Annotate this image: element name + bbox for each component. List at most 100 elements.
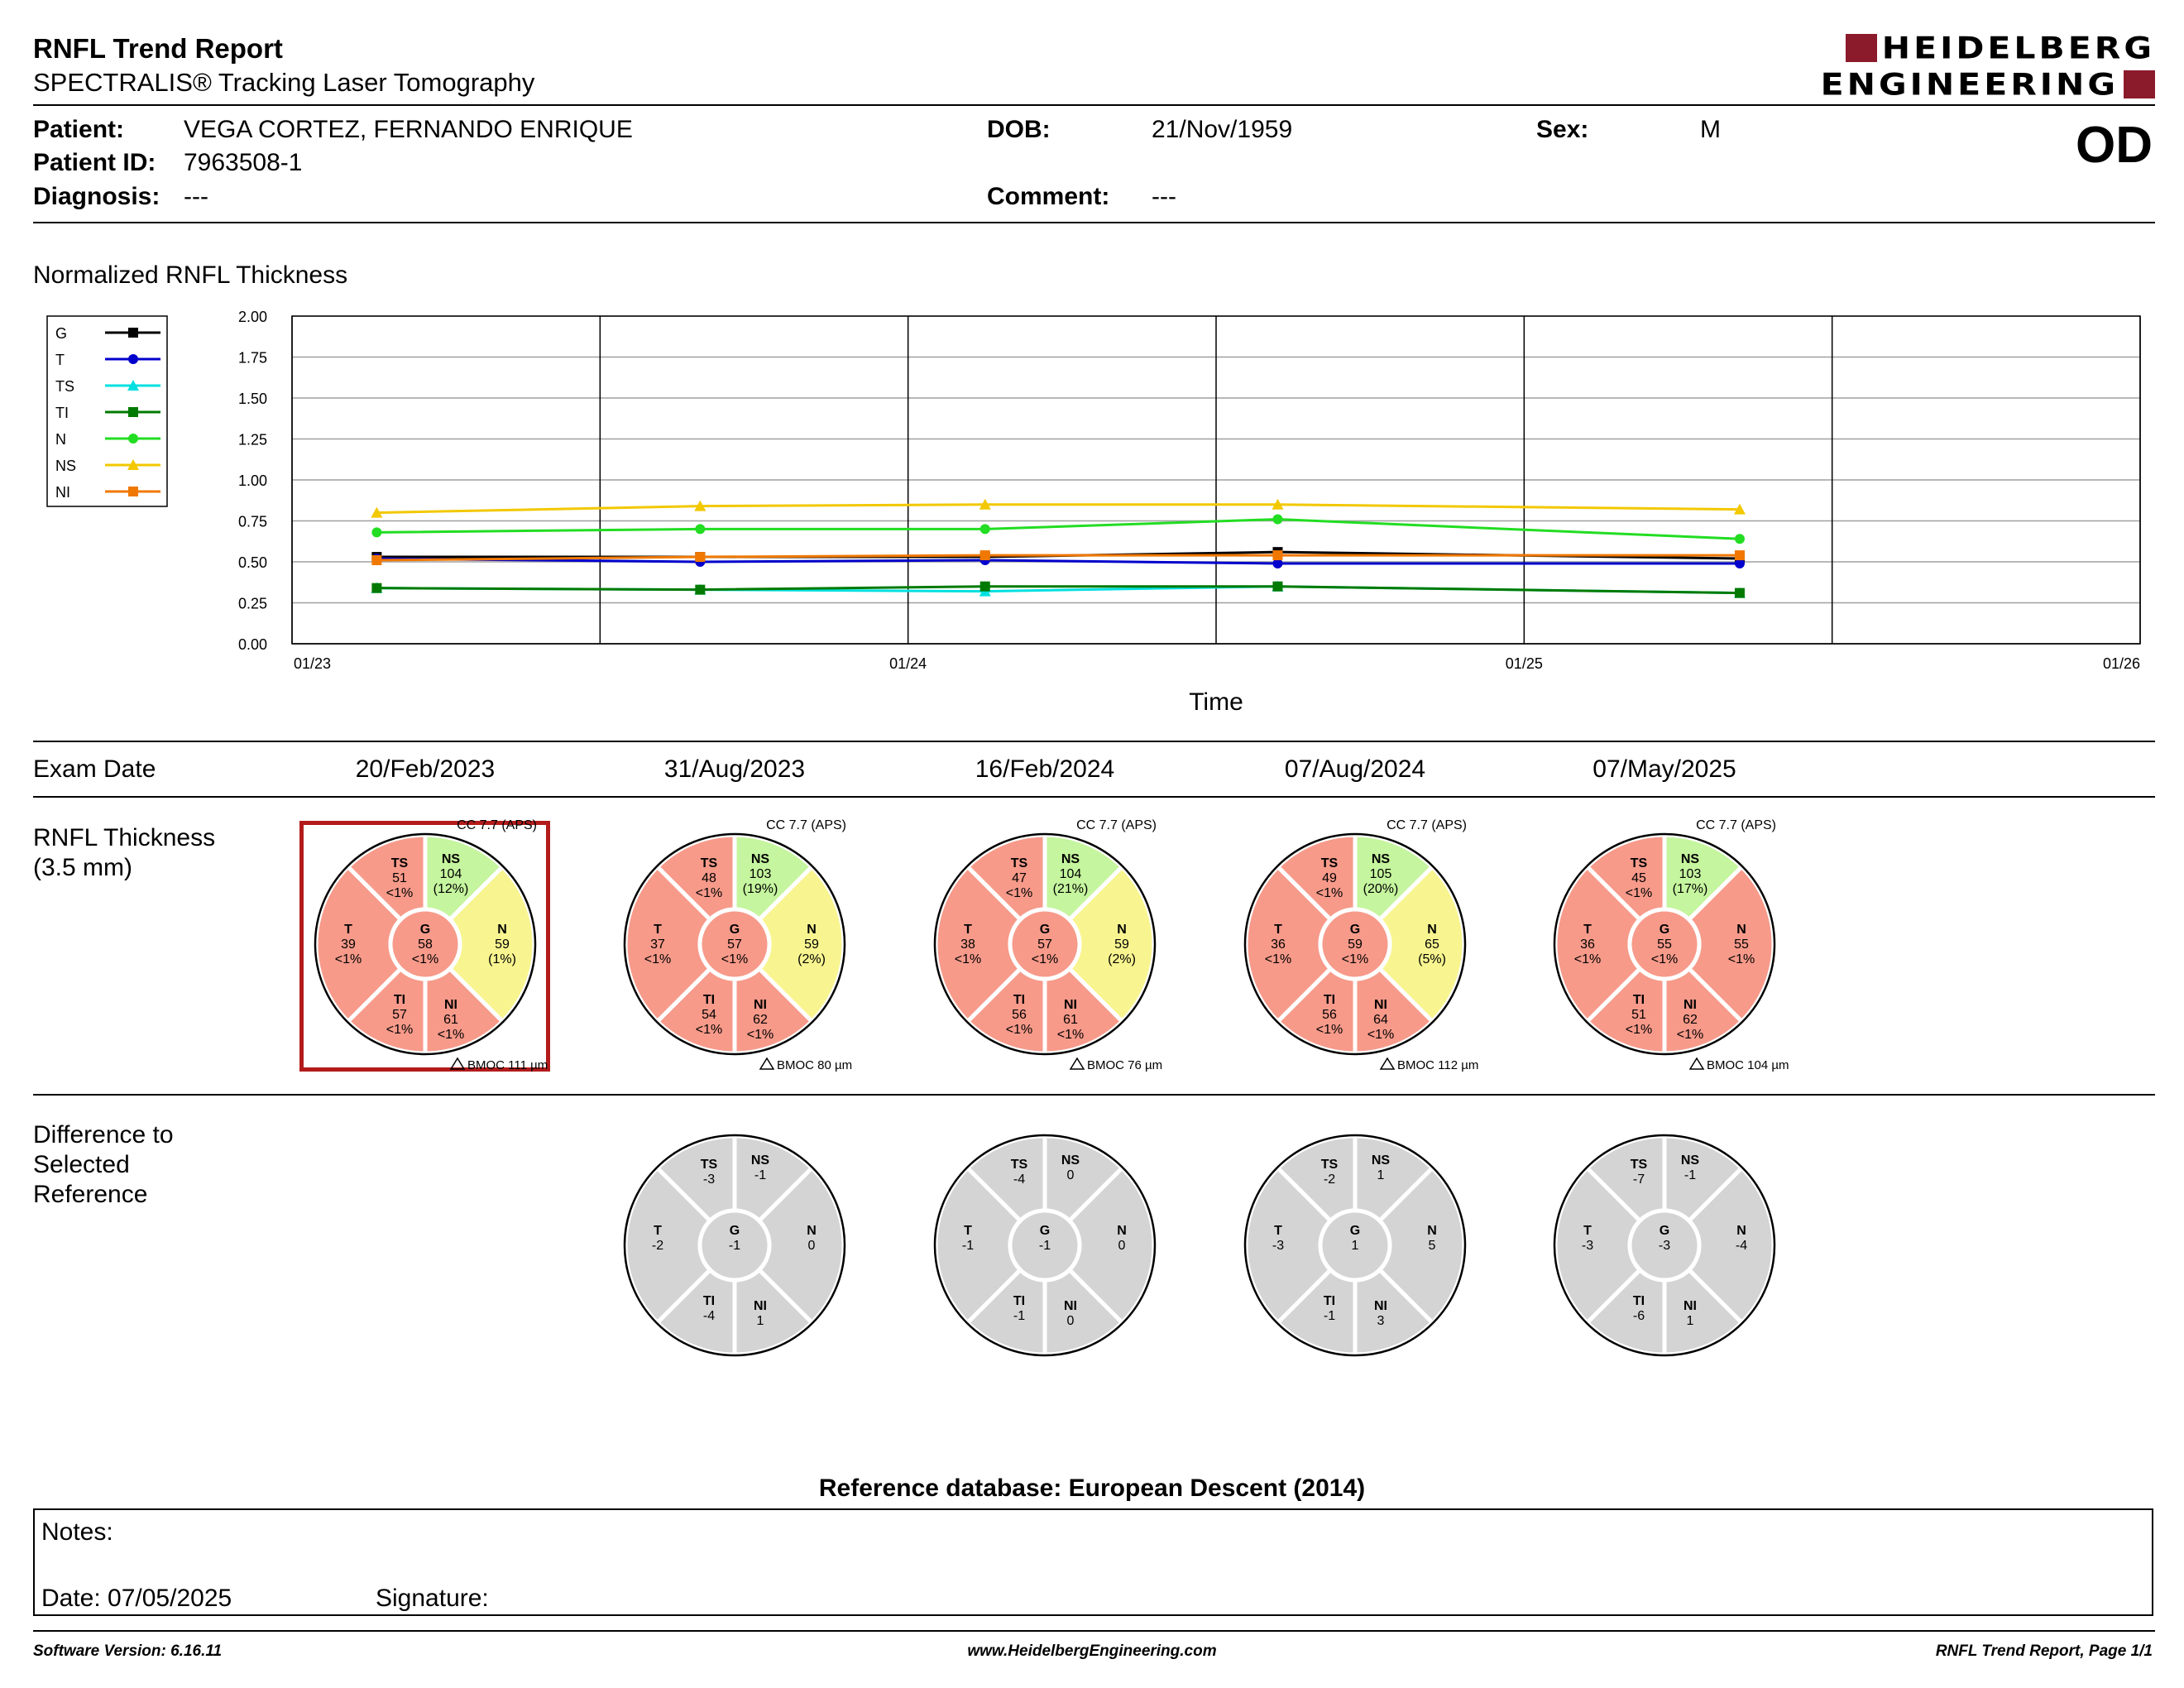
sector-diff-g: -1 (729, 1239, 740, 1253)
sector-percentile-ts: <1% (386, 886, 413, 900)
legend-label-ti: TI (55, 405, 69, 421)
sector-value-ts: 45 (1631, 871, 1646, 885)
sector-name-ns: NS (1372, 1153, 1391, 1168)
sector-name-ns: NS (1681, 852, 1700, 866)
legend-marker-t (128, 354, 138, 364)
chart-divider (33, 741, 2155, 742)
sector-percentile-ni: <1% (438, 1028, 464, 1042)
sector-g (388, 907, 462, 981)
sector-name-t: T (1583, 923, 1592, 937)
disc-outline (314, 832, 537, 1056)
sector-name-n: N (807, 1224, 817, 1238)
disc-outline (933, 1134, 1157, 1357)
sector-name-ti: TI (1633, 1294, 1645, 1308)
point-ni (371, 555, 382, 566)
exam-date-2: 31/Aug/2023 (663, 755, 806, 783)
sector-percentile-n: (1%) (488, 952, 516, 966)
sector-name-ns: NS (1061, 852, 1080, 866)
sector-g (1008, 1208, 1082, 1283)
point-ns (371, 506, 383, 518)
sector-name-t: T (1274, 1224, 1282, 1238)
header-divider (33, 104, 2155, 106)
thickness-disc-2: G57<1%T37<1%N59(2%)TS48<1%NS103(19%)TI54… (623, 818, 852, 1072)
sector-value-ti: 54 (702, 1008, 716, 1022)
sex-label: Sex: (1536, 116, 1589, 143)
thickness-disc-1: G58<1%T39<1%N59(1%)TS51<1%NS104(12%)TI57… (314, 818, 548, 1072)
exam-date-4: 07/Aug/2024 (1284, 755, 1426, 783)
sector-diff-n: -4 (1736, 1239, 1747, 1253)
sector-percentile-ni: <1% (1677, 1028, 1703, 1042)
point-ni (1734, 550, 1745, 561)
sector-g (1318, 907, 1392, 981)
sector-name-t: T (964, 923, 972, 937)
sector-value-g: 57 (1037, 938, 1052, 952)
difference-discs: G-1T-2N0TS-3NS-1TI-4NI1G-1T-1N0TS-4NS0TI… (623, 1134, 1776, 1357)
point-ti (371, 583, 382, 593)
selected-reference-frame[interactable] (299, 821, 550, 1072)
sector-diff-n: 5 (1429, 1239, 1436, 1253)
x-tick-label: 01/25 (1506, 655, 1543, 672)
sector-percentile-ni: <1% (747, 1028, 774, 1042)
sector-name-n: N (1736, 923, 1746, 937)
sector-diff-g: 1 (1352, 1239, 1359, 1253)
x-tick-label: 01/24 (889, 655, 927, 672)
difference-label-1: Difference to (33, 1121, 174, 1149)
sector-name-ti: TI (1324, 1294, 1335, 1308)
chart-frame (291, 315, 2141, 645)
sector-value-ns: 105 (1370, 867, 1392, 881)
sector-percentile-ti: <1% (1316, 1023, 1343, 1037)
point-ti (1734, 587, 1745, 598)
sector-g (697, 907, 772, 981)
patient-divider (33, 222, 2155, 223)
point-n (979, 524, 990, 535)
x-tick-label: 01/23 (294, 655, 331, 672)
sector-value-g: 59 (1348, 938, 1363, 952)
sector-name-ni: NI (1064, 1299, 1077, 1313)
sector-name-t: T (1274, 923, 1282, 937)
sector-name-g: G (730, 1224, 740, 1238)
sector-name-ni: NI (754, 1299, 767, 1313)
sector-diff-ns: -1 (754, 1168, 766, 1182)
bmoc-triangle-icon (449, 1057, 466, 1070)
sector-name-ni: NI (1684, 1299, 1697, 1313)
sector-percentile-n: (2%) (1108, 952, 1136, 966)
sector-value-ns: 104 (440, 867, 462, 881)
point-ni (979, 550, 990, 561)
legend-label-g: G (55, 325, 67, 342)
software-version: Software Version: 6.16.11 (33, 1642, 223, 1660)
sector-percentile-g: <1% (1342, 952, 1368, 966)
sector-value-t: 36 (1271, 938, 1286, 952)
sector-name-n: N (497, 923, 507, 937)
sector-name-ti: TI (1633, 993, 1645, 1007)
y-tick-label: 2.00 (238, 309, 267, 325)
sector-value-g: 58 (418, 938, 433, 952)
logo-line-2: ENGINEERING (1820, 66, 2119, 103)
point-ns (1733, 503, 1746, 515)
sector-value-ti: 51 (1631, 1008, 1646, 1022)
point-ns (979, 498, 991, 510)
website-link[interactable]: www.HeidelbergEngineering.com (967, 1642, 1217, 1660)
sector-name-ns: NS (1372, 852, 1391, 866)
diagnosis-label: Diagnosis: (33, 183, 160, 210)
dob-value: 21/Nov/1959 (1152, 116, 1293, 143)
sex-value: M (1700, 116, 1721, 143)
sector-diff-n: 0 (1118, 1239, 1126, 1253)
sector-diff-ti: -1 (1324, 1309, 1335, 1323)
patient-label: Patient: (33, 116, 125, 143)
sector-name-g: G (1660, 1224, 1669, 1238)
sector-diff-t: -2 (652, 1239, 663, 1253)
sector-name-g: G (1350, 1224, 1360, 1238)
legend-marker-ti (128, 407, 138, 417)
sector-diff-ni: 3 (1377, 1314, 1385, 1328)
notes-box[interactable]: Notes: Date: 07/05/2025 Signature: (33, 1508, 2153, 1616)
sector-name-g: G (1660, 923, 1669, 937)
sector-value-ni: 64 (1373, 1013, 1388, 1027)
y-tick-label: 0.75 (238, 514, 267, 530)
sector-percentile-ns: (17%) (1673, 882, 1708, 896)
sector-percentile-ns: (12%) (433, 882, 469, 896)
sector-value-ti: 56 (1322, 1008, 1337, 1022)
reference-database: Reference database: European Descent (20… (818, 1475, 1366, 1502)
disc-outline (933, 832, 1157, 1056)
sector-percentile-g: <1% (1032, 952, 1058, 966)
